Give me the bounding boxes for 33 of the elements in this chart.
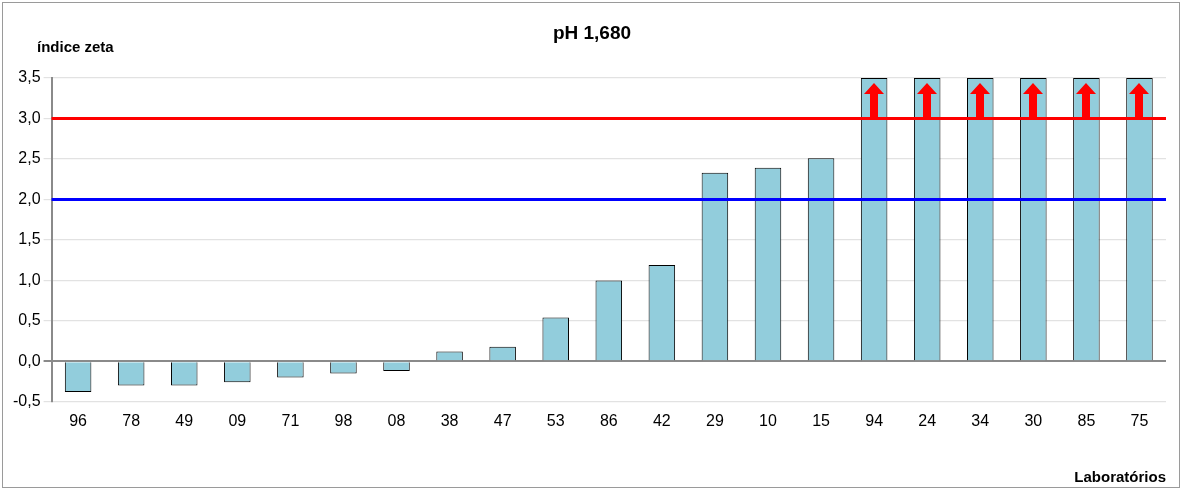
x-tick-label: 85 (1077, 411, 1096, 429)
x-tick-label: 53 (546, 411, 565, 429)
chart-title: pH 1,680 (552, 22, 632, 43)
x-tick-label: 15 (812, 411, 831, 429)
x-tick-label: 94 (865, 411, 884, 429)
x-tick-label: 24 (918, 411, 937, 429)
y-tick-label: -0,5 (12, 392, 41, 410)
y-tick-label: 3,5 (18, 68, 41, 86)
y-tick-label: 2,0 (18, 189, 41, 207)
y-axis-title: índice zeta (37, 38, 114, 55)
x-tick-label: 42 (652, 411, 671, 429)
x-tick-label: 30 (1024, 411, 1043, 429)
y-tick-label: 1,0 (18, 270, 41, 288)
x-tick-label: 47 (493, 411, 512, 429)
x-axis-title: Laboratórios (1074, 468, 1166, 485)
y-tick-label: 3,0 (18, 108, 41, 126)
y-tick-label: 1,5 (18, 230, 41, 248)
x-tick-label: 71 (281, 411, 300, 429)
x-tick-label: 38 (440, 411, 459, 429)
x-tick-label: 86 (599, 411, 618, 429)
x-tick-label: 08 (387, 411, 406, 429)
y-tick-label: 2,5 (18, 149, 41, 167)
y-tick-label: 0,0 (18, 351, 41, 369)
x-tick-label: 78 (122, 411, 141, 429)
x-tick-label: 29 (706, 411, 724, 429)
x-tick-label: 96 (69, 411, 88, 429)
x-tick-label: 98 (334, 411, 353, 429)
y-tick-label: 0,5 (18, 311, 41, 329)
x-tick-label: 34 (971, 411, 990, 429)
x-tick-label: 49 (175, 411, 194, 429)
x-tick-label: 09 (228, 411, 247, 429)
x-tick-label: 75 (1130, 411, 1149, 429)
x-tick-label: 10 (759, 411, 777, 429)
